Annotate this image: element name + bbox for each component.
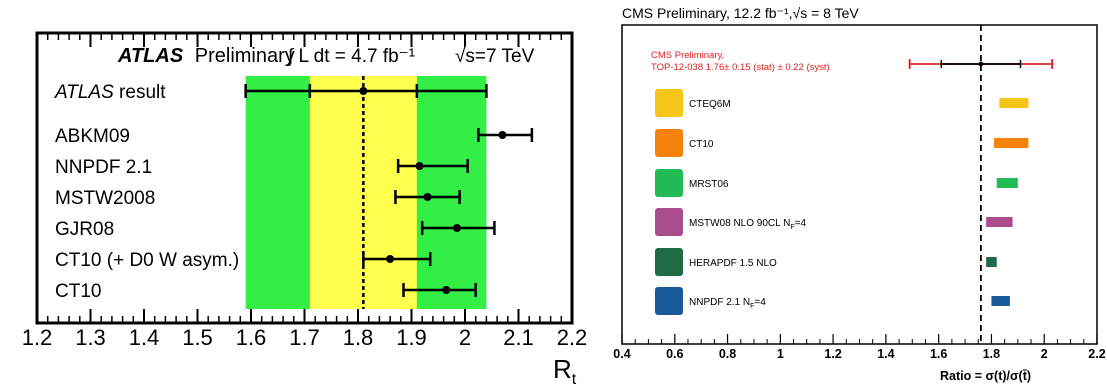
- cms-chart: CMS Preliminary, 12.2 fb⁻¹,√s = 8 TeV CM…: [613, 5, 1105, 383]
- cms-prediction-bar: [991, 296, 1010, 306]
- atlas-x-tick-label: 1.5: [182, 325, 213, 350]
- cms-x-tick-label: 2: [1041, 347, 1048, 361]
- atlas-chart: ATLAS result ABKM09 NNPDF 2.1 MSTW2008 GJR08…: [22, 31, 588, 385]
- cms-x-tick-label: 1.4: [877, 347, 894, 361]
- cms-series-label: NNPDF 2.1 NF=4: [689, 297, 766, 310]
- cms-result-label-2: TOP-12-038 1.76± 0.15 (stat) ± 0.22 (sys…: [651, 62, 830, 73]
- atlas-row-label: CT10 (+ D0 W asym.): [55, 250, 239, 271]
- cms-x-tick-label: 0.6: [666, 347, 683, 361]
- cms-x-tick-label: 0.4: [613, 347, 630, 361]
- cms-prediction-bar: [994, 138, 1029, 148]
- cms-x-tick-label: 0.8: [719, 347, 736, 361]
- atlas-x-tick-label: 2.1: [503, 325, 534, 350]
- cms-series-label: CTEQ6M: [689, 99, 731, 110]
- atlas-luminosity: ∫ L dt = 4.7 fb⁻¹: [287, 46, 415, 67]
- atlas-title: ATLAS Preliminary: [117, 45, 295, 67]
- cms-legend-swatch: [655, 169, 683, 197]
- cms-series-label: MSTW08 NLO 90CL NF=4: [689, 218, 806, 231]
- atlas-x-tick-label: 1.9: [396, 325, 427, 350]
- atlas-energy: √s=7 TeV: [455, 46, 535, 67]
- cms-legend-swatch: [655, 208, 683, 236]
- atlas-row-label: NNPDF 2.1: [55, 157, 152, 178]
- atlas-x-tick-label: 2.2: [557, 325, 588, 350]
- atlas-data-point: [452, 224, 461, 232]
- cms-series-label: HERAPDF 1.5 NLO: [689, 258, 777, 269]
- atlas-x-tick-label: 1.4: [129, 325, 160, 350]
- cms-prediction-bar: [986, 217, 1013, 227]
- cms-x-axis-label: Ratio = σ(t)/σ(t̄): [940, 369, 1031, 383]
- atlas-x-tick-label: 1.2: [22, 325, 53, 350]
- cms-series-label: CT10: [689, 139, 714, 150]
- cms-data-point: [978, 61, 984, 67]
- cms-header: CMS Preliminary, 12.2 fb⁻¹,√s = 8 TeV: [622, 5, 859, 21]
- atlas-row-label: CT10: [55, 281, 101, 302]
- atlas-row-label: ABKM09: [55, 126, 130, 147]
- cms-prediction-bar: [986, 257, 997, 267]
- cms-legend-swatch: [655, 287, 683, 315]
- atlas-x-tick-label: 1.8: [343, 325, 374, 350]
- cms-prediction-bar: [999, 98, 1029, 108]
- atlas-x-tick-label: 1.7: [289, 325, 320, 350]
- atlas-data-point: [386, 255, 395, 263]
- cms-legend-swatch: [655, 89, 683, 117]
- atlas-row-label: GJR08: [55, 219, 114, 240]
- cms-legend-swatch: [655, 129, 683, 157]
- atlas-data-point: [498, 131, 507, 139]
- cms-x-tick-label: 1: [777, 347, 784, 361]
- cms-legend-swatch: [655, 248, 683, 276]
- atlas-row-label: MSTW2008: [55, 188, 155, 209]
- atlas-row-label: ATLAS result: [54, 82, 166, 103]
- atlas-x-tick-label: 2: [459, 325, 471, 350]
- cms-prediction-bar: [996, 178, 1018, 188]
- atlas-x-tick-label: 1.3: [75, 325, 106, 350]
- cms-x-tick-label: 1.8: [983, 347, 1000, 361]
- atlas-x-tick-label: 1.6: [236, 325, 267, 350]
- cms-x-tick-label: 1.2: [824, 347, 841, 361]
- atlas-x-axis-label: Rt: [553, 354, 577, 385]
- atlas-data-point: [423, 193, 432, 201]
- atlas-data-point: [415, 162, 424, 170]
- cms-x-tick-label: 1.6: [930, 347, 947, 361]
- atlas-data-point: [359, 87, 368, 95]
- cms-series-label: MRST06: [689, 179, 729, 190]
- atlas-data-point: [442, 286, 451, 294]
- cms-result-label-1: CMS Preliminary,: [651, 50, 724, 61]
- cms-x-tick-label: 2.2: [1088, 347, 1105, 361]
